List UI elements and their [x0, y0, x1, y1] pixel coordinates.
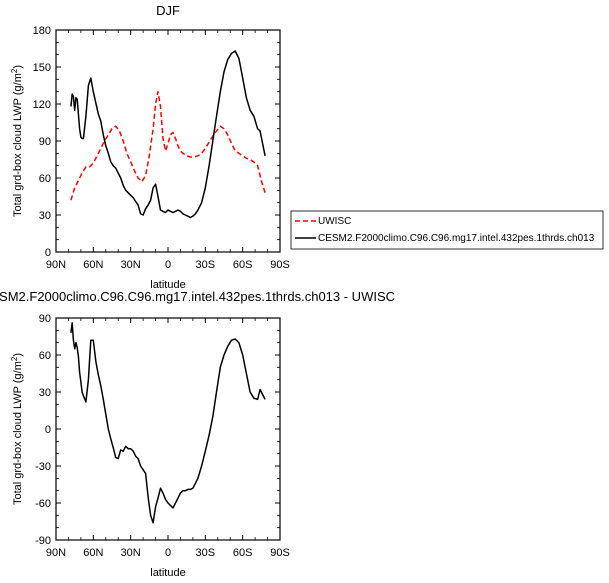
top-series-line-uwisc	[70, 90, 266, 201]
legend-box	[290, 210, 604, 250]
top-x-tick-label: 30S	[196, 259, 216, 271]
bottom-y-axis-title: Total grd-box cloud LWP (g/m2)	[10, 353, 24, 505]
top-x-tick-label: 60S	[233, 259, 253, 271]
top-y-tick-label: 150	[33, 62, 51, 74]
top-y-tick-label: 0	[45, 247, 51, 259]
bottom-y-tick-label: -90	[35, 535, 51, 547]
bottom-series-line-model	[70, 322, 266, 524]
bottom-y-tick-label: 60	[39, 350, 51, 362]
top-y-tick-label: 30	[39, 210, 51, 222]
top-y-axis-title: Total grd-box cloud LWP (g/m2)	[10, 65, 24, 217]
top-y-tick-label: 120	[33, 99, 51, 111]
bottom-axis-ticks: 90N 60N 30N 0 30S 60S 90S -90 -60 -30 0 30 60 90	[35, 313, 290, 559]
bottom-x-axis-title: latitude	[150, 567, 185, 579]
legend: UWISC CESM2.F2000climo.C96.C96.mg17.inte…	[290, 210, 604, 250]
bottom-series-group	[70, 322, 266, 524]
top-y-tick-label: 60	[39, 173, 51, 185]
bottom-y-tick-label: 0	[45, 424, 51, 436]
bottom-x-tick-label: 30S	[196, 547, 216, 559]
top-chart: DJF 90N 60N 30N 0 30S 60S 90S0306090120150180 …	[10, 3, 290, 291]
top-y-tick-label: 180	[33, 25, 51, 37]
top-chart-title: DJF	[156, 3, 180, 18]
legend-label-uwisc: UWISC	[318, 216, 351, 227]
top-x-tick-label: 90N	[46, 259, 66, 271]
legend-label-cesm2: CESM2.F2000climo.C96.C96.mg17.intel.432p…	[318, 233, 595, 244]
bottom-x-tick-label: 0	[165, 547, 171, 559]
bottom-x-tick-label: 60N	[83, 547, 103, 559]
top-series-group	[70, 50, 266, 219]
bottom-y-tick-label: 90	[39, 313, 51, 325]
top-series-line-model	[70, 50, 266, 219]
top-y-tick-label: 90	[39, 136, 51, 148]
bottom-y-tick-label: -60	[35, 498, 51, 510]
bottom-x-tick-label: 30N	[121, 547, 141, 559]
top-axis-ticks: 90N 60N 30N 0 30S 60S 90S 0 30 60 90 120 150 180	[33, 25, 290, 271]
top-x-axis-title: latitude	[150, 279, 185, 291]
bottom-chart: CESM2.F2000climo.C96.C96.mg17.intel.432p…	[0, 289, 395, 579]
bottom-x-tick-label: 60S	[233, 547, 253, 559]
bottom-x-tick-label: 90N	[46, 547, 66, 559]
top-x-tick-label: 30N	[121, 259, 141, 271]
top-x-tick-label: 0	[165, 259, 171, 271]
bottom-chart-title: CESM2.F2000climo.C96.C96.mg17.intel.432p…	[0, 289, 395, 304]
top-x-tick-label: 90S	[270, 259, 290, 271]
bottom-y-tick-label: 30	[39, 387, 51, 399]
bottom-x-tick-label: 90S	[270, 547, 290, 559]
top-x-tick-label: 60N	[83, 259, 103, 271]
bottom-y-tick-label: -30	[35, 461, 51, 473]
